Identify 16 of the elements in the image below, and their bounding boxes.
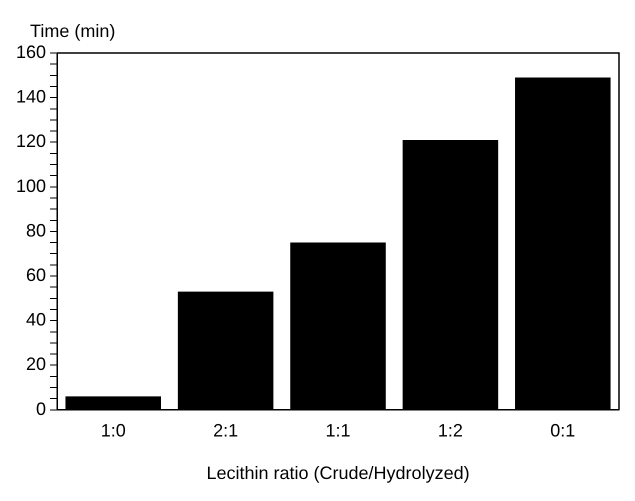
x-axis-title: Lecithin ratio (Crude/Hydrolyzed) (206, 463, 470, 484)
y-tick-label: 60 (26, 264, 46, 285)
x-tick-label: 1:2 (438, 420, 463, 441)
y-tick-label: 160 (16, 42, 46, 62)
x-tick-label: 1:1 (326, 420, 351, 441)
x-tick-label: 1:0 (100, 420, 126, 441)
y-tick-label: 20 (26, 354, 46, 374)
x-tick-label: 0:1 (550, 420, 576, 441)
y-tick-label: 120 (16, 131, 46, 152)
x-tick-label: 2:1 (213, 420, 238, 441)
y-tick-label: 0 (36, 398, 46, 419)
y-tick-label: 140 (16, 86, 46, 107)
y-tick-label: 100 (16, 176, 46, 196)
y-axis-title: Time (min) (30, 20, 116, 41)
y-tick-label: 40 (26, 310, 46, 330)
y-tick-label: 80 (26, 220, 46, 240)
